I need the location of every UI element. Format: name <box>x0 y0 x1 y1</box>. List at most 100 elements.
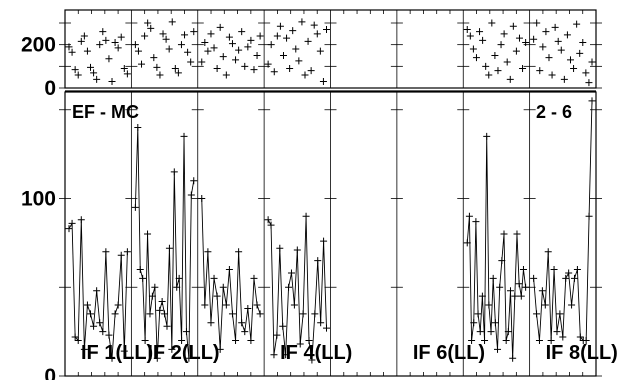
phase-point <box>566 56 574 64</box>
amplitude-point <box>311 310 319 318</box>
phase-point <box>71 66 79 74</box>
amplitude-point <box>161 310 169 318</box>
phase-point <box>93 75 101 83</box>
amplitude-point <box>506 287 514 295</box>
phase-point <box>225 33 233 41</box>
amplitude-point <box>308 356 316 364</box>
amplitude-point <box>559 333 567 341</box>
amplitude-point <box>270 351 278 359</box>
baseline-label: EF - MC <box>72 102 139 122</box>
amplitude-point <box>238 319 246 327</box>
amplitude-point <box>585 212 593 220</box>
amplitude-point <box>216 345 224 353</box>
amplitude-point <box>565 269 573 277</box>
amplitude-trace <box>134 127 195 359</box>
phase-point <box>463 26 471 33</box>
phase-point <box>216 23 224 31</box>
phase-point <box>253 52 261 59</box>
phase-point <box>579 39 587 46</box>
phase-point <box>570 65 578 72</box>
amplitude-point <box>93 287 101 295</box>
amplitude-point <box>314 257 322 265</box>
bottom-ytick-label: 0 <box>44 365 56 380</box>
if-label: IF 1(LL) <box>81 342 153 364</box>
phase-point <box>319 78 327 85</box>
amplitude-point <box>478 292 486 300</box>
phase-point <box>168 18 176 26</box>
amplitude-point <box>485 301 493 309</box>
amplitude-point <box>253 301 261 309</box>
phase-point <box>153 63 161 71</box>
amplitude-point <box>323 324 330 332</box>
amplitude-point <box>111 310 119 318</box>
phase-point <box>105 55 113 63</box>
if-label: IF 6(LL) <box>413 342 485 364</box>
phase-point <box>512 47 520 55</box>
amplitude-point <box>544 248 552 256</box>
phase-point <box>171 65 179 72</box>
amplitude-point <box>541 301 549 309</box>
amplitude-point <box>185 354 193 362</box>
phase-point <box>301 71 309 79</box>
amplitude-point <box>588 97 596 105</box>
phase-point <box>588 58 596 66</box>
phase-point <box>181 31 189 39</box>
amplitude-point <box>538 287 546 295</box>
amplitude-point <box>139 274 147 282</box>
phase-point <box>563 31 571 39</box>
bottom-ytick-label: 100 <box>21 188 56 211</box>
phase-point <box>472 54 480 62</box>
amplitude-point <box>519 266 527 273</box>
phase-point <box>244 43 252 51</box>
phase-point <box>276 22 284 30</box>
amplitude-point <box>273 331 281 339</box>
amplitude-point <box>99 328 107 336</box>
amplitude-point <box>279 322 287 330</box>
amplitude-point <box>244 305 252 313</box>
amplitude-point <box>465 212 473 220</box>
phase-point <box>304 37 312 45</box>
phase-point <box>560 75 568 83</box>
phase-point <box>515 34 523 42</box>
amplitude-point <box>481 337 489 344</box>
amplitude-point <box>489 274 497 282</box>
phase-point <box>114 44 122 52</box>
amplitude-point <box>250 274 258 282</box>
amplitude-point <box>165 244 173 252</box>
amplitude-point <box>219 283 227 291</box>
phase-point <box>292 45 300 53</box>
phase-point <box>138 60 146 68</box>
amplitude-point <box>550 266 558 273</box>
phase-point <box>539 43 547 51</box>
phase-point <box>120 65 128 72</box>
phase-point <box>533 19 541 27</box>
amplitude-point <box>158 297 166 305</box>
amplitude-point <box>96 319 104 327</box>
amplitude-point <box>483 132 491 140</box>
phase-point <box>198 58 206 66</box>
phase-point <box>80 32 88 40</box>
amplitude-point <box>153 354 161 362</box>
amplitude-point <box>290 301 298 309</box>
amplitude-trace <box>201 198 261 350</box>
amplitude-point <box>180 132 188 140</box>
phase-point <box>536 67 544 75</box>
amplitude-point <box>178 337 186 344</box>
amplitude-point <box>264 216 272 224</box>
phase-point <box>77 37 85 45</box>
phase-point <box>298 18 306 26</box>
amplitude-point <box>232 337 240 344</box>
amplitude-point <box>472 218 480 226</box>
phase-point <box>177 41 185 49</box>
phase-point <box>545 54 553 62</box>
amplitude-trace <box>68 219 128 359</box>
scan-label: 2 - 6 <box>536 102 572 122</box>
amplitude-point <box>511 292 519 300</box>
amplitude-point <box>83 301 91 309</box>
phase-point <box>159 30 167 38</box>
phase-point <box>65 43 73 51</box>
amplitude-point <box>487 328 495 336</box>
amplitude-point <box>509 354 517 362</box>
amplitude-point <box>302 212 310 220</box>
amplitude-point <box>553 328 561 336</box>
